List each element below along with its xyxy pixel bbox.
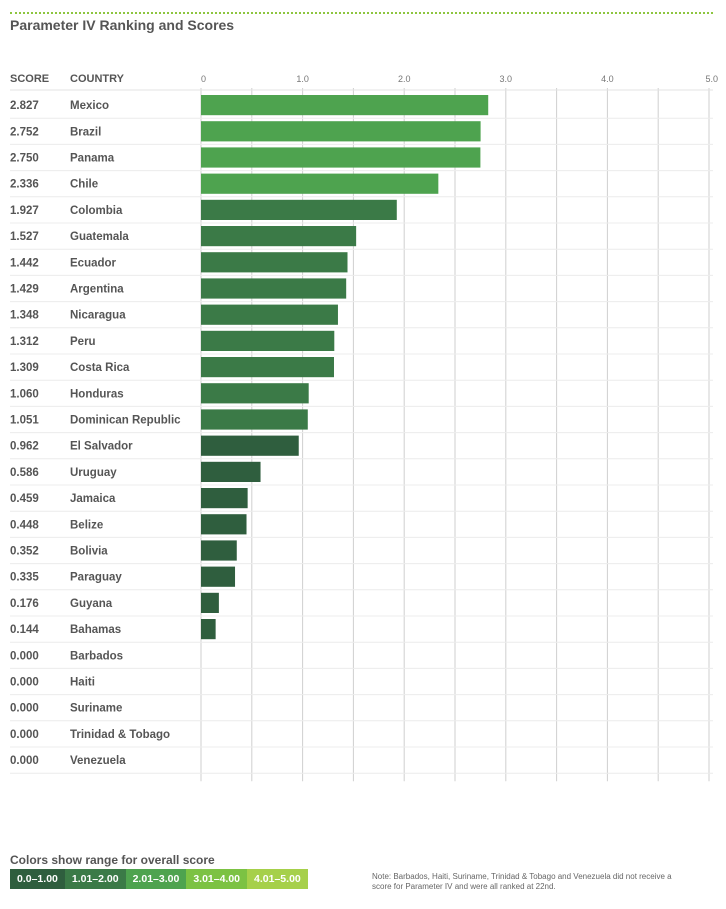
bar-costa-rica [201,357,334,378]
score-label: 0.448 [10,519,39,531]
bar-chart: SCORE COUNTRY 0 1.0 2.0 3.0 4.0 5.0 2.827 Mexico 2… [10,73,718,782]
legend-item-3: 3.01–4.00 [186,869,248,889]
bar-guatemala [201,226,357,247]
score-label: 1.051 [10,415,39,427]
score-label: 1.312 [10,336,39,348]
bar-peru [201,330,335,351]
bar-argentina [201,278,347,299]
bar-el-salvador [201,435,299,456]
score-label: 0.962 [10,441,39,453]
country-label: Bahamas [70,624,121,636]
bar-chile [201,173,439,194]
x-tick-label: 3.0 [500,74,513,84]
country-label: Colombia [70,205,123,217]
legend-item-2: 2.01–3.00 [125,869,187,889]
country-label: Costa Rica [70,362,130,374]
score-label: 2.827 [10,100,39,112]
country-label: Guatemala [70,231,129,243]
country-label: Trinidad & Tobago [70,729,170,741]
country-label: Panama [70,153,115,165]
country-label: Mexico [70,100,109,112]
bar-uruguay [201,461,261,482]
country-label: Haiti [70,677,95,689]
x-tick-label: 0 [201,74,206,84]
legend-item-0: 0.0–1.00 [10,869,65,889]
score-label: 0.000 [10,677,39,689]
score-label: 0.586 [10,467,39,479]
score-label: 0.000 [10,755,39,767]
bar-guyana [201,592,219,613]
score-label: 1.429 [10,284,39,296]
score-label: 0.176 [10,598,39,610]
bar-bahamas [201,619,216,640]
score-label: 2.752 [10,126,39,138]
bar-mexico [201,95,489,116]
chart-title: Parameter IV Ranking and Scores [10,17,235,33]
legend-item-4: 4.01–5.00 [247,869,308,889]
legend-title: Colors show range for overall score [10,853,215,867]
score-label: 0.352 [10,546,39,558]
score-label: 0.335 [10,572,39,584]
country-label: Jamaica [70,493,116,505]
score-label: 0.000 [10,729,39,741]
score-label: 1.060 [10,388,39,400]
score-label: 0.000 [10,650,39,662]
country-label: Argentina [70,284,124,296]
x-tick-label: 5.0 [705,74,718,84]
bar-colombia [201,199,397,220]
country-label: Paraguay [70,572,122,584]
score-label: 0.144 [10,624,39,636]
x-tick-label: 1.0 [296,74,309,84]
color-legend: 0.0–1.00 1.01–2.00 2.01–3.00 3.01–4.00 4… [10,869,308,889]
score-label: 0.459 [10,493,39,505]
score-column-header: SCORE [10,73,49,85]
bar-paraguay [201,566,236,587]
country-column-header: COUNTRY [70,73,125,85]
score-label: 1.927 [10,205,39,217]
score-label: 1.527 [10,231,39,243]
x-tick-label: 2.0 [398,74,411,84]
country-label: Peru [70,336,96,348]
country-label: Chile [70,179,98,191]
bar-dominican-republic [201,409,308,430]
bar-brazil [201,121,481,142]
country-label: Belize [70,519,103,531]
country-label: El Salvador [70,441,133,453]
x-tick-label: 4.0 [601,74,614,84]
country-label: Honduras [70,388,124,400]
bar-nicaragua [201,304,338,325]
bar-panama [201,147,481,168]
score-label: 2.750 [10,153,39,165]
score-label: 2.336 [10,179,39,191]
country-label: Venezuela [70,755,126,767]
country-label: Bolivia [70,546,108,558]
country-label: Uruguay [70,467,117,479]
footnote: Note: Barbados, Haiti, Suriname, Trinida… [372,872,672,891]
bar-ecuador [201,252,348,273]
country-label: Nicaragua [70,310,126,322]
country-label: Barbados [70,650,123,662]
score-label: 0.000 [10,703,39,715]
score-label: 1.348 [10,310,39,322]
bar-honduras [201,383,309,404]
country-label: Brazil [70,126,101,138]
bar-belize [201,514,247,535]
country-label: Guyana [70,598,113,610]
bar-bolivia [201,540,237,561]
score-label: 1.442 [10,257,39,269]
legend-item-1: 1.01–2.00 [64,869,126,889]
bar-jamaica [201,488,248,509]
score-label: 1.309 [10,362,39,374]
top-dotted-rule [10,12,713,14]
country-label: Suriname [70,703,122,715]
country-label: Dominican Republic [70,415,181,427]
country-label: Ecuador [70,257,117,269]
